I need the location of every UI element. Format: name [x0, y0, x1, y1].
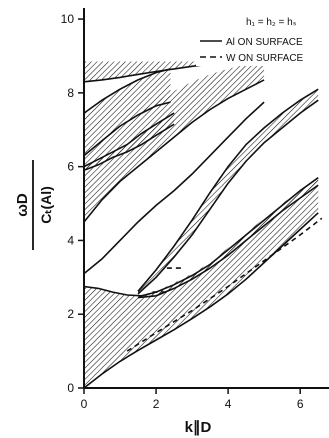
y-tick-label-2: 2 — [67, 307, 74, 321]
y-tick-label-4: 4 — [67, 233, 74, 247]
y-tick-label-10: 10 — [61, 12, 75, 26]
solid-curve-4 — [83, 123, 175, 172]
dashed-curve-0 — [126, 217, 323, 352]
y-tick-label-6: 6 — [67, 160, 74, 174]
legend-label-al: Al ON SURFACE — [226, 37, 303, 48]
hatched-band-4 — [84, 61, 265, 222]
solid-curve-1 — [83, 68, 171, 114]
solid-curve-11 — [83, 212, 319, 389]
y-axis-title-denominator: Cₜ(Al) — [38, 186, 54, 224]
solid-curve-6 — [83, 101, 265, 275]
legend-header: h₁ = h₂ = hₛ — [246, 17, 297, 28]
hatched-band-1 — [138, 89, 319, 294]
y-tick-label-8: 8 — [67, 86, 74, 100]
x-tick-label-6: 6 — [297, 397, 304, 411]
hatched-bands — [84, 61, 319, 388]
solid-curve-8 — [137, 88, 319, 292]
dispersion-curves — [83, 60, 323, 389]
y-axis-title-numerator: ωD — [14, 193, 31, 217]
hatched-band-5 — [84, 61, 265, 82]
solid-curve-2 — [83, 101, 171, 157]
solid-curve-5 — [83, 79, 265, 223]
hatched-band-3 — [84, 68, 171, 156]
legend: h₁ = h₂ = hₛ Al ON SURFACE W ON SURFACE — [196, 16, 329, 66]
x-tick-label-0: 0 — [81, 397, 88, 411]
solid-curve-7 — [83, 177, 319, 297]
x-tick-label-2: 2 — [153, 397, 160, 411]
y-axis-title: ωD Cₜ(Al) — [14, 160, 54, 250]
legend-label-w: W ON SURFACE — [226, 53, 304, 64]
y-tick-label-0: 0 — [67, 381, 74, 395]
x-tick-label-4: 4 — [225, 397, 232, 411]
solid-curve-10 — [137, 184, 319, 299]
tick-labels: 0 2 4 6 8 10 0 2 4 6 — [61, 12, 304, 411]
solid-curve-3 — [83, 112, 175, 168]
x-axis-title: k∥D — [185, 419, 212, 436]
axes — [83, 8, 329, 389]
solid-curve-9 — [137, 99, 319, 295]
